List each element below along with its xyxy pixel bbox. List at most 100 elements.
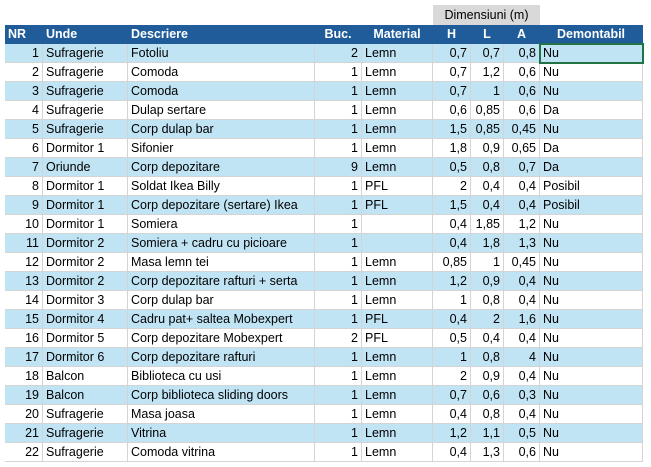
cell[interactable]: Nu [540, 310, 643, 329]
cell[interactable]: 1 [315, 177, 362, 196]
cell[interactable]: 0,4 [471, 177, 504, 196]
cell[interactable]: Nu [540, 44, 643, 63]
cell[interactable]: 0,4 [504, 272, 540, 291]
cell[interactable]: 0,6 [433, 101, 471, 120]
cell[interactable]: Nu [540, 443, 643, 462]
cell[interactable]: 1,6 [504, 310, 540, 329]
cell[interactable]: 3 [5, 82, 43, 101]
cell[interactable]: 15 [5, 310, 43, 329]
cell[interactable]: 22 [5, 443, 43, 462]
cell[interactable]: 7 [5, 158, 43, 177]
cell[interactable]: Dulap sertare [128, 101, 315, 120]
cell[interactable]: Nu [540, 291, 643, 310]
cell[interactable]: Comoda vitrina [128, 443, 315, 462]
cell[interactable]: PFL [362, 196, 433, 215]
cell[interactable]: 0,5 [504, 424, 540, 443]
cell[interactable]: Masa joasa [128, 405, 315, 424]
cell[interactable]: Lemn [362, 272, 433, 291]
cell[interactable]: 0,3 [504, 386, 540, 405]
column-header[interactable]: Unde [43, 25, 128, 44]
cell[interactable]: Sufragerie [43, 44, 128, 63]
cell[interactable]: 0,45 [504, 120, 540, 139]
cell[interactable]: 21 [5, 424, 43, 443]
cell[interactable]: Lemn [362, 367, 433, 386]
cell[interactable]: 9 [315, 158, 362, 177]
cell[interactable]: 0,7 [433, 44, 471, 63]
cell[interactable]: Somiera [128, 215, 315, 234]
cell[interactable]: Sufragerie [43, 443, 128, 462]
column-header[interactable]: Material [362, 25, 433, 44]
cell[interactable]: PFL [362, 329, 433, 348]
cell[interactable]: Nu [540, 82, 643, 101]
cell[interactable]: Dormitor 3 [43, 291, 128, 310]
cell[interactable]: 18 [5, 367, 43, 386]
cell[interactable]: Lemn [362, 82, 433, 101]
cell[interactable]: 1 [315, 63, 362, 82]
cell[interactable]: Da [540, 139, 643, 158]
cell[interactable]: 0,65 [504, 139, 540, 158]
cell[interactable] [362, 234, 433, 253]
cell[interactable]: 2 [315, 44, 362, 63]
cell[interactable]: Sufragerie [43, 120, 128, 139]
cell[interactable]: 1 [315, 424, 362, 443]
column-header[interactable]: Descriere [128, 25, 315, 44]
cell[interactable]: 19 [5, 386, 43, 405]
cell[interactable]: Lemn [362, 158, 433, 177]
cell[interactable]: 0,4 [471, 329, 504, 348]
cell[interactable]: 0,9 [471, 139, 504, 158]
cell[interactable]: Corp depozitare (sertare) Ikea [128, 196, 315, 215]
cell[interactable]: 0,5 [433, 329, 471, 348]
cell[interactable]: Lemn [362, 386, 433, 405]
cell[interactable]: 1 [315, 82, 362, 101]
cell[interactable]: Somiera + cadru cu picioare [128, 234, 315, 253]
cell[interactable]: 1 [315, 443, 362, 462]
cell[interactable]: 2 [433, 367, 471, 386]
cell[interactable]: Oriunde [43, 158, 128, 177]
cell[interactable]: 11 [5, 234, 43, 253]
cell[interactable]: 1 [315, 120, 362, 139]
cell[interactable]: 1 [315, 348, 362, 367]
cell[interactable]: Nu [540, 234, 643, 253]
cell[interactable]: 0,8 [504, 44, 540, 63]
cell[interactable]: 1,2 [471, 63, 504, 82]
cell[interactable]: 1 [5, 44, 43, 63]
column-header[interactable]: L [471, 25, 504, 44]
cell[interactable]: 1,85 [471, 215, 504, 234]
cell[interactable]: Soldat Ikea Billy [128, 177, 315, 196]
cell[interactable]: Dormitor 1 [43, 139, 128, 158]
cell[interactable]: Comoda [128, 63, 315, 82]
cell[interactable]: 0,8 [471, 158, 504, 177]
cell[interactable]: Corp biblioteca sliding doors [128, 386, 315, 405]
cell[interactable]: Lemn [362, 101, 433, 120]
cell[interactable]: 1 [315, 386, 362, 405]
cell[interactable]: Balcon [43, 367, 128, 386]
cell[interactable]: 12 [5, 253, 43, 272]
cell[interactable]: Posibil [540, 177, 643, 196]
cell[interactable]: 1 [315, 196, 362, 215]
cell[interactable]: 0,7 [433, 386, 471, 405]
cell[interactable]: 1,5 [433, 120, 471, 139]
cell[interactable]: 1 [433, 291, 471, 310]
cell[interactable]: 1 [315, 101, 362, 120]
cell[interactable]: Lemn [362, 44, 433, 63]
cell[interactable]: Nu [540, 348, 643, 367]
cell[interactable]: Sufragerie [43, 424, 128, 443]
cell[interactable]: 0,5 [433, 158, 471, 177]
cell[interactable]: 0,45 [504, 253, 540, 272]
cell[interactable]: Nu [540, 405, 643, 424]
cell[interactable]: 13 [5, 272, 43, 291]
cell[interactable]: Nu [540, 215, 643, 234]
cell[interactable]: Nu [540, 367, 643, 386]
cell[interactable]: Corp dulap bar [128, 291, 315, 310]
cell[interactable]: 0,8 [471, 291, 504, 310]
cell[interactable]: 0,6 [471, 386, 504, 405]
cell[interactable]: Nu [540, 120, 643, 139]
cell[interactable]: 1 [471, 253, 504, 272]
cell[interactable]: Corp depozitare Mobexpert [128, 329, 315, 348]
cell[interactable]: 1 [315, 367, 362, 386]
cell[interactable]: Corp dulap bar [128, 120, 315, 139]
cell[interactable]: Corp depozitare rafturi [128, 348, 315, 367]
cell[interactable]: Sufragerie [43, 405, 128, 424]
cell[interactable] [362, 215, 433, 234]
cell[interactable]: Lemn [362, 291, 433, 310]
